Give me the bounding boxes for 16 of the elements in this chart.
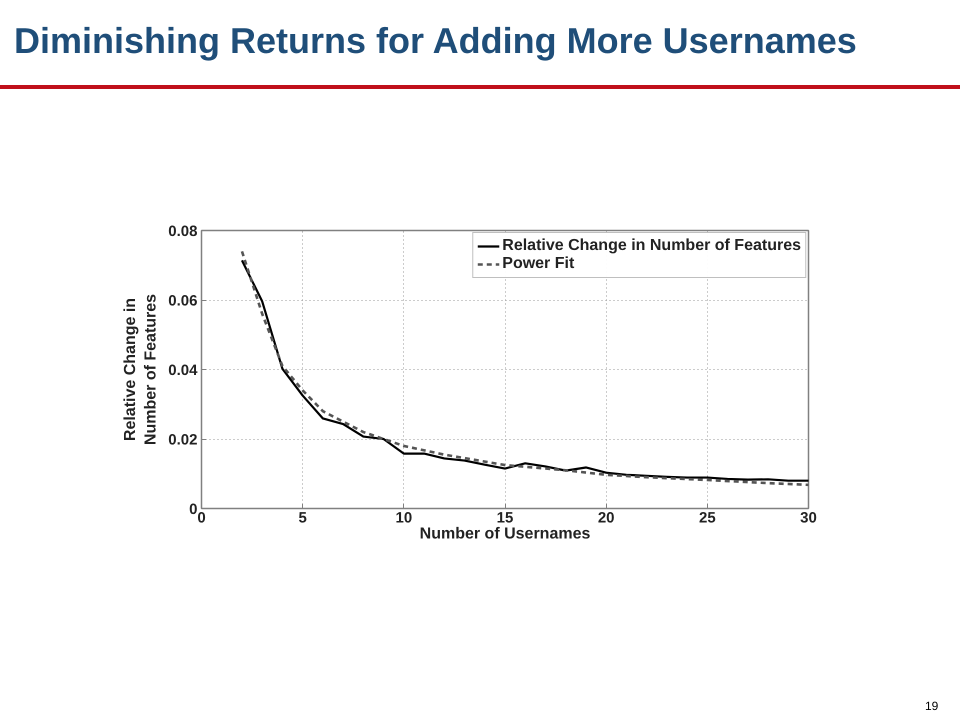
x-tick-label: 10 (395, 510, 412, 526)
y-tick-label: 0.02 (168, 432, 198, 448)
y-axis-title: Relative Change in Number of Features (122, 294, 160, 446)
chart-title: Diminishing Returns for Adding More Usernames (14, 20, 857, 61)
x-tick-label: 5 (298, 510, 307, 526)
legend-label: Power Fit (502, 255, 574, 273)
x-tick-label: 20 (598, 510, 615, 526)
legend-label: Relative Change in Number of Features (502, 237, 801, 255)
text: 19 (925, 699, 938, 713)
x-tick-label: 30 (800, 510, 817, 526)
y-tick-label: 0.06 (168, 292, 198, 310)
x-tick-label: 25 (698, 510, 716, 526)
y-tick-label: 0.08 (168, 223, 198, 240)
x-tick-label: 15 (496, 510, 514, 526)
y-tick-label: 0.04 (168, 362, 198, 379)
x-axis-title: Number of Usernames (420, 526, 590, 542)
